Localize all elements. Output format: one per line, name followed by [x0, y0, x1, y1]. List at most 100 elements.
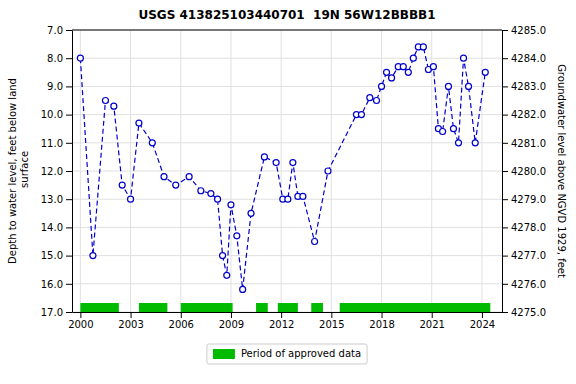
tick-label: 4275.0	[511, 307, 546, 318]
legend-frame	[207, 344, 367, 364]
data-point	[461, 55, 467, 61]
data-point	[136, 120, 142, 126]
approved-period	[278, 303, 298, 312]
tick-label: 2021	[420, 319, 445, 330]
tick-mark	[502, 199, 508, 200]
chart-container: 2000200320062009201220152018202120247.08…	[0, 0, 576, 384]
tick-label: 4285.0	[511, 25, 546, 36]
approved-period	[311, 303, 323, 312]
data-point	[224, 272, 230, 278]
data-point	[405, 69, 411, 75]
plot-area: 2000200320062009201220152018202120247.08…	[41, 25, 546, 330]
tick-mark	[432, 312, 433, 318]
data-point	[400, 64, 406, 70]
tick-label: 4284.0	[511, 53, 546, 64]
tick-label: 16.0	[41, 279, 63, 290]
tick: 14.0	[41, 222, 72, 233]
data-marks	[77, 44, 490, 312]
tick-mark	[502, 312, 508, 313]
data-point	[445, 83, 451, 89]
data-point	[466, 83, 472, 89]
tick-mark	[131, 312, 132, 318]
tick: 2003	[118, 312, 143, 330]
tick-label: 4282.0	[511, 109, 546, 120]
data-point	[220, 253, 226, 259]
tick: 4280.0	[502, 166, 546, 177]
tick: 15.0	[41, 250, 72, 261]
data-point	[208, 191, 214, 197]
tick: 4278.0	[502, 222, 546, 233]
approved-period	[340, 303, 491, 312]
tick-label: 4283.0	[511, 81, 546, 92]
data-point	[374, 98, 380, 104]
chart-title: USGS 413825103440701 19N 56W12BBBB1	[138, 8, 435, 22]
grid-line-y	[72, 171, 502, 172]
tick-label: 8.0	[47, 53, 63, 64]
axis-domain	[73, 312, 503, 313]
tick-label: 4276.0	[511, 279, 546, 290]
data-point	[379, 83, 385, 89]
approved-period	[139, 303, 167, 312]
data-point	[367, 95, 373, 101]
tick-label: 17.0	[41, 307, 63, 318]
data-point	[173, 182, 179, 188]
tick-label: 13.0	[41, 194, 63, 205]
data-point	[430, 64, 436, 70]
grid-line-y	[72, 255, 502, 256]
tick: 12.0	[41, 166, 72, 177]
legend-label: Period of approved data	[241, 348, 361, 359]
y-axis-label-line: surface	[19, 151, 30, 191]
data-point	[198, 188, 204, 194]
tick: 2018	[369, 312, 394, 330]
tick-mark	[66, 227, 72, 228]
y-axis-label: Depth to water level, feet below land su…	[7, 78, 30, 264]
tick-label: 4279.0	[511, 194, 546, 205]
x-axis: 200020032006200920122015201820212024	[68, 312, 502, 330]
tick-mark	[66, 312, 72, 313]
tick-label: 4280.0	[511, 166, 546, 177]
tick-mark	[66, 58, 72, 59]
tick: 2021	[420, 312, 445, 330]
tick-label: 11.0	[41, 138, 63, 149]
tick-mark	[80, 312, 81, 318]
data-point	[215, 196, 221, 202]
tick: 10.0	[41, 109, 72, 120]
tick-mark	[502, 284, 508, 285]
data-point	[450, 126, 456, 132]
data-point	[161, 174, 167, 180]
tick-mark	[502, 143, 508, 144]
data-point	[149, 140, 155, 146]
tick: 2015	[319, 312, 344, 330]
tick-mark	[66, 199, 72, 200]
data-point	[384, 69, 390, 75]
y-axis-label-line: Depth to water level, feet below land	[7, 78, 18, 264]
tick: 9.0	[47, 81, 72, 92]
tick-label: 2018	[369, 319, 394, 330]
tick: 16.0	[41, 279, 72, 290]
data-points	[77, 44, 488, 293]
tick: 4282.0	[502, 109, 546, 120]
tick-mark	[502, 171, 508, 172]
tick: 2000	[68, 312, 93, 330]
tick: 13.0	[41, 194, 72, 205]
data-point	[119, 182, 125, 188]
tick-label: 2012	[269, 319, 294, 330]
legend: Period of approved data	[207, 344, 367, 364]
tick-mark	[281, 312, 282, 318]
tick-label: 4281.0	[511, 138, 546, 149]
tick-label: 2015	[319, 319, 344, 330]
data-point	[285, 196, 291, 202]
tick-label: 14.0	[41, 222, 63, 233]
chart-svg: 2000200320062009201220152018202120247.08…	[0, 0, 576, 384]
tick: 4277.0	[502, 250, 546, 261]
data-point	[420, 44, 426, 50]
tick-mark	[502, 115, 508, 116]
tick: 4279.0	[502, 194, 546, 205]
data-point	[472, 140, 478, 146]
tick-label: 9.0	[47, 81, 63, 92]
grid-line-y	[72, 227, 502, 228]
data-point	[102, 98, 108, 104]
tick-mark	[66, 115, 72, 116]
tick: 7.0	[47, 25, 72, 36]
tick-label: 4278.0	[511, 222, 546, 233]
